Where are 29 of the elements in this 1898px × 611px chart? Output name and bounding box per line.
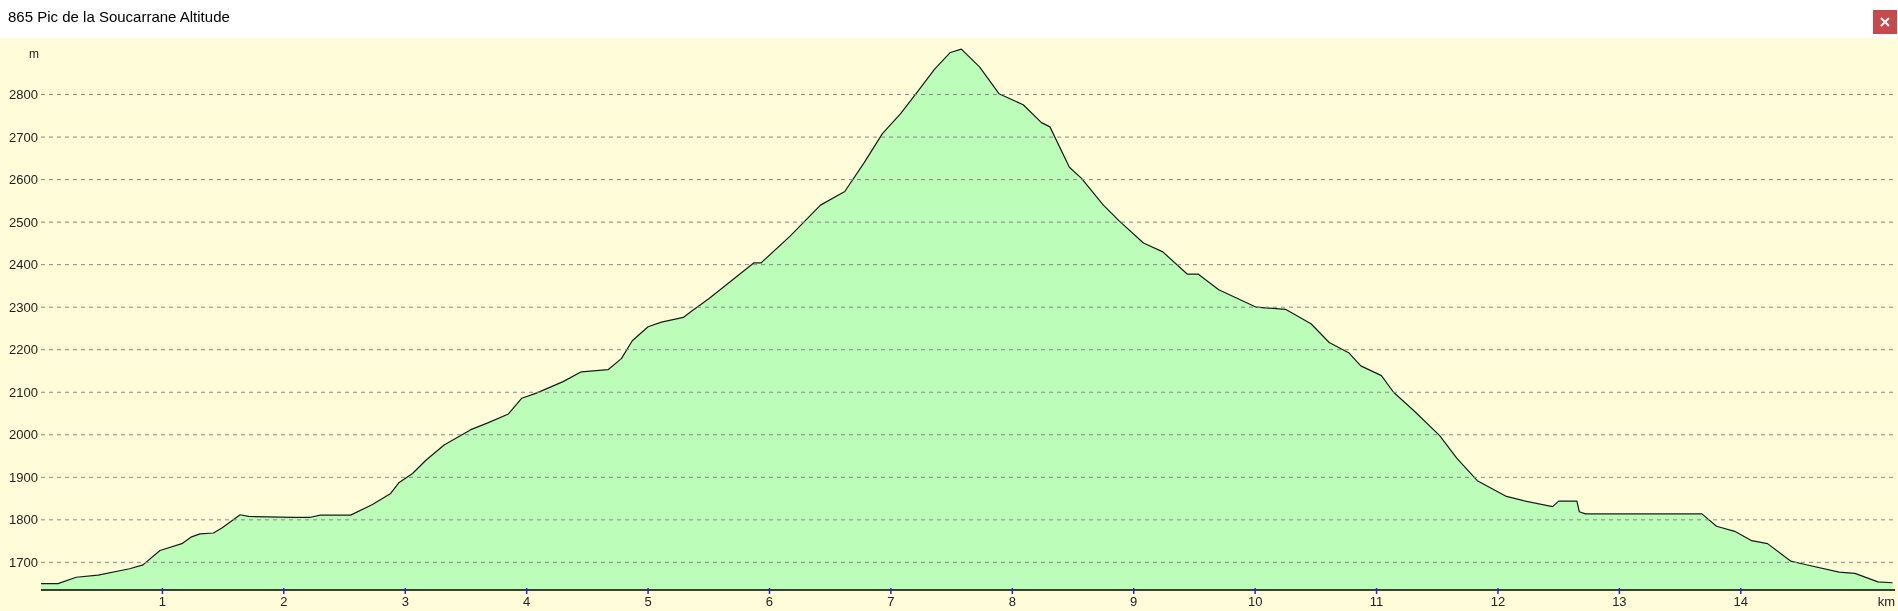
y-tick-label: 2400: [9, 257, 38, 273]
x-tick-label: 8: [1008, 594, 1016, 609]
y-tick-label: 2700: [9, 129, 38, 145]
y-tick-label: 2100: [9, 384, 38, 400]
y-tick-label: 2200: [9, 342, 38, 358]
y-tick-label: 1800: [9, 512, 38, 528]
x-tick-label: 11: [1369, 594, 1384, 609]
y-tick-label: 2500: [9, 214, 38, 230]
x-tick-label: 6: [765, 594, 774, 609]
x-tick-label: 2: [280, 594, 288, 609]
y-tick-label: 2800: [9, 87, 38, 103]
y-axis-title: m: [29, 47, 39, 61]
y-tick-label: 1700: [9, 554, 38, 570]
x-tick-label: 7: [887, 594, 895, 609]
x-tick-label: 4: [523, 594, 531, 609]
x-tick-label: 9: [1130, 594, 1138, 609]
y-tick-label: 2600: [9, 172, 38, 188]
y-tick-label: 1900: [9, 469, 38, 485]
x-tick-label: 1: [158, 594, 167, 609]
x-tick-label: 13: [1612, 594, 1627, 609]
x-tick-label: 3: [401, 594, 409, 609]
y-tick-label: 2300: [9, 299, 38, 315]
x-tick-label: 14: [1733, 594, 1749, 609]
y-tick-label: 2000: [9, 427, 38, 443]
x-axis-title: km: [1877, 594, 1895, 609]
x-tick-label: 10: [1247, 594, 1263, 609]
x-tick-label: 5: [644, 594, 652, 609]
x-tick-label: 12: [1490, 594, 1506, 609]
chart-title: 865 Pic de la Soucarrane Altitude: [8, 8, 230, 25]
